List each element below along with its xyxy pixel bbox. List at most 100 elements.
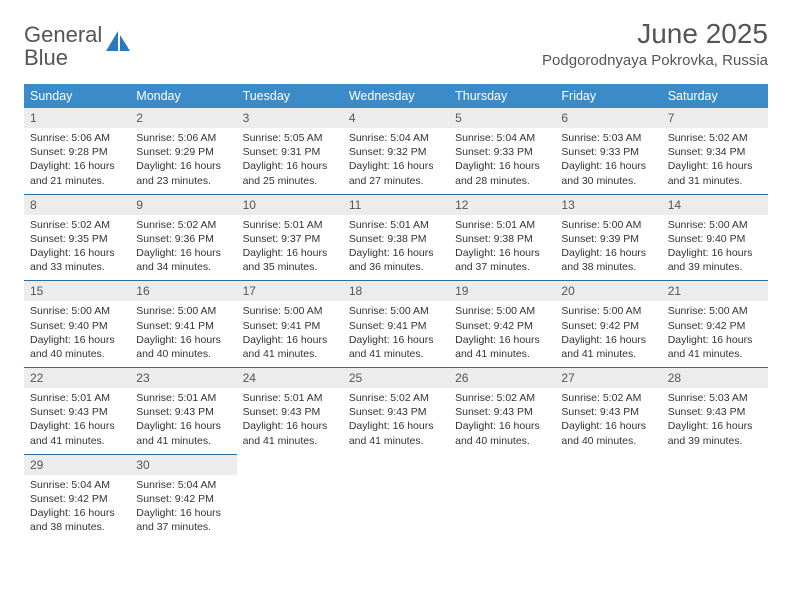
day-details: Sunrise: 5:02 AMSunset: 9:34 PMDaylight:… xyxy=(662,128,768,194)
calendar-day-cell: 26Sunrise: 5:02 AMSunset: 9:43 PMDayligh… xyxy=(449,368,555,455)
day-details: Sunrise: 5:03 AMSunset: 9:43 PMDaylight:… xyxy=(662,388,768,454)
daylight-line: Daylight: 16 hours and 25 minutes. xyxy=(243,159,337,187)
day-details: Sunrise: 5:03 AMSunset: 9:33 PMDaylight:… xyxy=(555,128,661,194)
day-details: Sunrise: 5:01 AMSunset: 9:43 PMDaylight:… xyxy=(237,388,343,454)
sunset-line: Sunset: 9:43 PM xyxy=(349,405,443,419)
day-details: Sunrise: 5:01 AMSunset: 9:43 PMDaylight:… xyxy=(24,388,130,454)
day-details: Sunrise: 5:04 AMSunset: 9:42 PMDaylight:… xyxy=(130,475,236,541)
calendar-day-cell: 5Sunrise: 5:04 AMSunset: 9:33 PMDaylight… xyxy=(449,108,555,194)
daylight-line: Daylight: 16 hours and 40 minutes. xyxy=(561,419,655,447)
sunset-line: Sunset: 9:40 PM xyxy=(30,319,124,333)
day-details: Sunrise: 5:00 AMSunset: 9:42 PMDaylight:… xyxy=(662,301,768,367)
sunrise-line: Sunrise: 5:00 AM xyxy=(30,304,124,318)
calendar-day-cell xyxy=(237,454,343,540)
calendar-day-cell: 14Sunrise: 5:00 AMSunset: 9:40 PMDayligh… xyxy=(662,194,768,281)
sunrise-line: Sunrise: 5:01 AM xyxy=(243,218,337,232)
calendar-day-cell: 25Sunrise: 5:02 AMSunset: 9:43 PMDayligh… xyxy=(343,368,449,455)
calendar-day-cell xyxy=(662,454,768,540)
day-number: 30 xyxy=(130,455,236,475)
day-details: Sunrise: 5:02 AMSunset: 9:43 PMDaylight:… xyxy=(343,388,449,454)
daylight-line: Daylight: 16 hours and 40 minutes. xyxy=(30,333,124,361)
day-details: Sunrise: 5:04 AMSunset: 9:33 PMDaylight:… xyxy=(449,128,555,194)
calendar-day-cell: 10Sunrise: 5:01 AMSunset: 9:37 PMDayligh… xyxy=(237,194,343,281)
sunrise-line: Sunrise: 5:01 AM xyxy=(455,218,549,232)
sunset-line: Sunset: 9:40 PM xyxy=(668,232,762,246)
day-details: Sunrise: 5:01 AMSunset: 9:43 PMDaylight:… xyxy=(130,388,236,454)
sunset-line: Sunset: 9:37 PM xyxy=(243,232,337,246)
calendar-day-cell: 29Sunrise: 5:04 AMSunset: 9:42 PMDayligh… xyxy=(24,454,130,540)
calendar-day-cell xyxy=(343,454,449,540)
daylight-line: Daylight: 16 hours and 41 minutes. xyxy=(136,419,230,447)
page-title: June 2025 xyxy=(542,18,768,50)
daylight-line: Daylight: 16 hours and 40 minutes. xyxy=(455,419,549,447)
sunrise-line: Sunrise: 5:00 AM xyxy=(243,304,337,318)
sunset-line: Sunset: 9:41 PM xyxy=(349,319,443,333)
calendar-day-cell: 9Sunrise: 5:02 AMSunset: 9:36 PMDaylight… xyxy=(130,194,236,281)
day-number: 24 xyxy=(237,368,343,388)
sunrise-line: Sunrise: 5:04 AM xyxy=(455,131,549,145)
calendar-day-cell: 21Sunrise: 5:00 AMSunset: 9:42 PMDayligh… xyxy=(662,281,768,368)
day-number: 2 xyxy=(130,108,236,128)
daylight-line: Daylight: 16 hours and 23 minutes. xyxy=(136,159,230,187)
calendar-day-cell: 3Sunrise: 5:05 AMSunset: 9:31 PMDaylight… xyxy=(237,108,343,194)
sunset-line: Sunset: 9:38 PM xyxy=(455,232,549,246)
day-number: 13 xyxy=(555,195,661,215)
calendar-day-cell xyxy=(555,454,661,540)
day-details: Sunrise: 5:02 AMSunset: 9:36 PMDaylight:… xyxy=(130,215,236,281)
daylight-line: Daylight: 16 hours and 41 minutes. xyxy=(349,419,443,447)
calendar-week-row: 15Sunrise: 5:00 AMSunset: 9:40 PMDayligh… xyxy=(24,281,768,368)
weekday-header-row: Sunday Monday Tuesday Wednesday Thursday… xyxy=(24,84,768,108)
sunset-line: Sunset: 9:42 PM xyxy=(668,319,762,333)
day-number: 14 xyxy=(662,195,768,215)
sunrise-line: Sunrise: 5:00 AM xyxy=(561,304,655,318)
daylight-line: Daylight: 16 hours and 41 minutes. xyxy=(30,419,124,447)
daylight-line: Daylight: 16 hours and 41 minutes. xyxy=(668,333,762,361)
day-details: Sunrise: 5:00 AMSunset: 9:41 PMDaylight:… xyxy=(130,301,236,367)
sunrise-line: Sunrise: 5:06 AM xyxy=(30,131,124,145)
day-number: 3 xyxy=(237,108,343,128)
daylight-line: Daylight: 16 hours and 41 minutes. xyxy=(243,333,337,361)
sunrise-line: Sunrise: 5:04 AM xyxy=(30,478,124,492)
weekday-header: Friday xyxy=(555,84,661,108)
day-details: Sunrise: 5:04 AMSunset: 9:32 PMDaylight:… xyxy=(343,128,449,194)
daylight-line: Daylight: 16 hours and 34 minutes. xyxy=(136,246,230,274)
sunset-line: Sunset: 9:33 PM xyxy=(561,145,655,159)
calendar-day-cell: 12 Sunrise: 5:01 AMSunset: 9:38 PMDayligh… xyxy=(449,194,555,281)
weekday-header: Wednesday xyxy=(343,84,449,108)
calendar-day-cell: 22Sunrise: 5:01 AMSunset: 9:43 PMDayligh… xyxy=(24,368,130,455)
daylight-line: Daylight: 16 hours and 30 minutes. xyxy=(561,159,655,187)
daylight-line: Daylight: 16 hours and 39 minutes. xyxy=(668,419,762,447)
day-number: 29 xyxy=(24,455,130,475)
calendar-day-cell: 28Sunrise: 5:03 AMSunset: 9:43 PMDayligh… xyxy=(662,368,768,455)
daylight-line: Daylight: 16 hours and 36 minutes. xyxy=(349,246,443,274)
weekday-header: Monday xyxy=(130,84,236,108)
calendar-day-cell: 2Sunrise: 5:06 AMSunset: 9:29 PMDaylight… xyxy=(130,108,236,194)
sunrise-line: Sunrise: 5:00 AM xyxy=(668,218,762,232)
day-number: 11 xyxy=(343,195,449,215)
calendar-day-cell: 6Sunrise: 5:03 AMSunset: 9:33 PMDaylight… xyxy=(555,108,661,194)
sunset-line: Sunset: 9:28 PM xyxy=(30,145,124,159)
day-number: 4 xyxy=(343,108,449,128)
sunrise-line: Sunrise: 5:01 AM xyxy=(30,391,124,405)
sunset-line: Sunset: 9:39 PM xyxy=(561,232,655,246)
sunset-line: Sunset: 9:42 PM xyxy=(561,319,655,333)
daylight-line: Daylight: 16 hours and 37 minutes. xyxy=(136,506,230,534)
title-block: June 2025 Podgorodnyaya Pokrovka, Russia xyxy=(542,18,768,69)
sunrise-line: Sunrise: 5:00 AM xyxy=(561,218,655,232)
day-number: 15 xyxy=(24,281,130,301)
calendar-day-cell: 24Sunrise: 5:01 AMSunset: 9:43 PMDayligh… xyxy=(237,368,343,455)
calendar-day-cell: 11Sunrise: 5:01 AMSunset: 9:38 PMDayligh… xyxy=(343,194,449,281)
daylight-line: Daylight: 16 hours and 37 minutes. xyxy=(455,246,549,274)
day-number: 12 xyxy=(449,195,555,215)
calendar-day-cell: 23Sunrise: 5:01 AMSunset: 9:43 PMDayligh… xyxy=(130,368,236,455)
daylight-line: Daylight: 16 hours and 41 minutes. xyxy=(561,333,655,361)
day-number: 19 xyxy=(449,281,555,301)
sunrise-line: Sunrise: 5:02 AM xyxy=(668,131,762,145)
daylight-line: Daylight: 16 hours and 31 minutes. xyxy=(668,159,762,187)
calendar-day-cell: 16Sunrise: 5:00 AMSunset: 9:41 PMDayligh… xyxy=(130,281,236,368)
sunset-line: Sunset: 9:43 PM xyxy=(30,405,124,419)
sunrise-line: Sunrise: 5:06 AM xyxy=(136,131,230,145)
daylight-line: Daylight: 16 hours and 33 minutes. xyxy=(30,246,124,274)
calendar-week-row: 8Sunrise: 5:02 AMSunset: 9:35 PMDaylight… xyxy=(24,194,768,281)
sunrise-line: Sunrise: 5:00 AM xyxy=(136,304,230,318)
